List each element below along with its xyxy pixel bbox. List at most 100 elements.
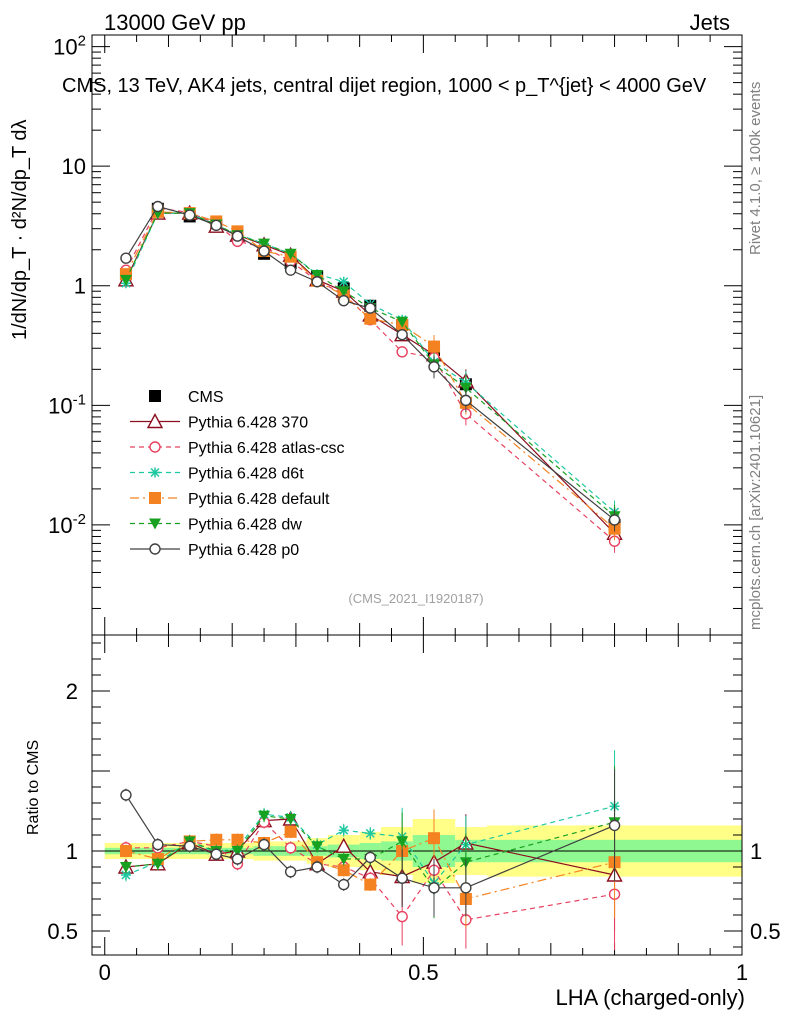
- ratio-point-dw: [284, 814, 297, 825]
- ratio-ytick-label: 1: [66, 839, 78, 864]
- legend-item-CMS: CMS: [149, 389, 224, 406]
- main-point-p0: [311, 276, 323, 288]
- legend-marker: [149, 518, 161, 530]
- main-point-p0: [210, 219, 222, 232]
- ratio-point-atlas: [284, 842, 297, 854]
- legend-label: Pythia 6.428 370: [188, 415, 308, 432]
- ratio-point-dw: [231, 846, 244, 857]
- ratio-point-dw: [337, 854, 350, 865]
- ratio-point-p0: [231, 853, 244, 865]
- main-point-dw: [396, 316, 409, 328]
- ratio-point-default: [428, 832, 441, 845]
- legend-marker: [149, 390, 161, 402]
- ratio-point-default: [284, 825, 297, 838]
- main-point-default: [364, 312, 377, 325]
- ratio-point-p0: [120, 789, 132, 801]
- main-point-p0: [428, 361, 440, 373]
- ratio-point-dw: [396, 836, 409, 848]
- legend-label: Pythia 6.428 dw: [188, 517, 302, 534]
- ratio-point-p0: [210, 848, 222, 860]
- main-point-p0: [183, 209, 196, 221]
- ratio-point-default: [210, 833, 223, 846]
- xtick-label: 0.5: [408, 960, 439, 985]
- analysis-label: (CMS_2021_I1920187): [348, 591, 483, 606]
- ratio-point-370: [335, 837, 352, 853]
- ratio-point-p0: [396, 872, 408, 884]
- header-left: 13000 GeV pp: [104, 10, 246, 35]
- ratio-point-dw: [151, 858, 164, 870]
- ratio-ytick-label: 0.5: [47, 919, 78, 944]
- ratio-ytick-label-right: 0.5: [750, 919, 781, 944]
- ratio-point-d6t: [120, 870, 131, 880]
- main-ytick-label: 10-1: [48, 391, 86, 418]
- header-right: Jets: [690, 10, 730, 35]
- main-point-dw: [459, 382, 472, 394]
- ratio-point-dw: [311, 841, 324, 853]
- ratio-point-default: [231, 833, 244, 846]
- xtick-label: 1: [736, 960, 748, 985]
- series-layer: [117, 200, 623, 951]
- main-title: CMS, 13 TeV, AK4 jets, central dijet reg…: [62, 75, 707, 97]
- xtick-label: 0: [99, 960, 111, 985]
- ratio-series-p0: [120, 769, 621, 917]
- legend-item-default: Pythia 6.428 default: [130, 491, 330, 508]
- main-point-p0: [152, 200, 164, 213]
- main-series-p0: [120, 200, 621, 532]
- main-point-atlas: [396, 346, 408, 358]
- main-point-p0: [284, 264, 297, 276]
- legend-item-370: Pythia 6.428 370: [130, 413, 308, 432]
- ratio-point-p0: [258, 838, 270, 851]
- ratio-point-p0: [284, 866, 297, 878]
- rivet-label: Rivet 4.1.0, ≥ 100k events: [747, 82, 764, 255]
- main-point-p0: [608, 514, 621, 526]
- main-point-p0: [460, 394, 472, 407]
- main-ytick-label: 10: [62, 154, 86, 179]
- legend-label: Pythia 6.428 p0: [188, 542, 299, 559]
- legend-marker: [149, 543, 161, 555]
- main-ytick-label: 1: [74, 274, 86, 299]
- legend-item-p0: Pythia 6.428 p0: [130, 542, 299, 559]
- ratio-point-dw: [258, 810, 271, 822]
- ratio-line-d6t: [125, 805, 615, 884]
- main-point-dw: [119, 274, 132, 286]
- main-point-d6t: [338, 276, 349, 287]
- main-point-p0: [120, 252, 132, 264]
- ratio-point-default: [364, 878, 377, 891]
- main-point-p0: [258, 245, 270, 257]
- main-point-p0: [231, 230, 244, 242]
- ratio-frame: [91, 634, 743, 956]
- legend-label: Pythia 6.428 atlas-csc: [188, 440, 345, 457]
- legend-label: Pythia 6.428 d6t: [188, 466, 304, 483]
- main-point-dw: [311, 269, 324, 281]
- legend-item-d6t: Pythia 6.428 d6t: [130, 466, 304, 483]
- main-line-370: [125, 212, 615, 534]
- ratio-point-dw: [119, 862, 132, 873]
- legend-marker: [150, 467, 160, 478]
- main-point-dw: [284, 248, 297, 260]
- legend-item-atlas: Pythia 6.428 atlas-csc: [130, 440, 345, 457]
- mcplots-label: mcplots.cern.ch [arXiv:2401.10621]: [747, 395, 764, 630]
- ratio-line-atlas: [125, 821, 615, 921]
- ratio-point-default: [119, 845, 132, 857]
- ratio-point-atlas: [396, 910, 408, 923]
- x-axis-label: LHA (charged-only): [555, 985, 745, 1010]
- ratio-point-p0: [338, 878, 350, 891]
- ratio-point-p0: [608, 819, 621, 832]
- ratio-point-p0: [311, 861, 323, 873]
- main-ytick-label: 102: [53, 33, 86, 60]
- ratio-point-d6t: [338, 825, 349, 836]
- main-point-p0: [338, 294, 350, 307]
- legend-marker: [146, 413, 164, 429]
- ratio-point-p0: [152, 838, 164, 851]
- ratio-ylabel: Ratio to CMS: [25, 740, 42, 835]
- main-point-default: [428, 340, 441, 353]
- ratio-point-p0: [183, 840, 196, 852]
- ratio-ytick-label: 2: [66, 679, 78, 704]
- ratio-point-p0: [460, 882, 472, 894]
- ratio-ytick-label-right: 1: [750, 839, 762, 864]
- legend-marker: [149, 441, 161, 453]
- ratio-point-p0: [364, 851, 376, 864]
- main-line-default: [125, 211, 615, 530]
